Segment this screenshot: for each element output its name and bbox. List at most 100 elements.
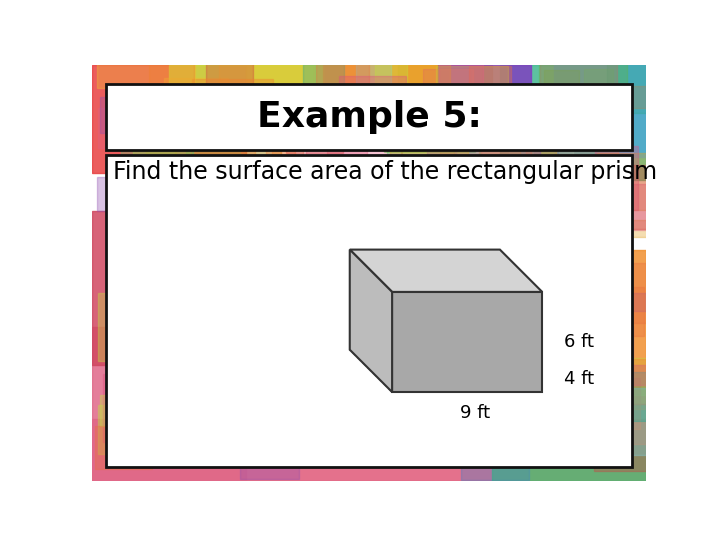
- Bar: [320, 338, 343, 360]
- Bar: [387, 394, 420, 438]
- Bar: [406, 241, 447, 305]
- Bar: [179, 251, 218, 281]
- Bar: [542, 409, 615, 441]
- Bar: [600, 249, 647, 403]
- Bar: [306, 137, 402, 166]
- Bar: [100, 97, 133, 133]
- Bar: [572, 354, 617, 399]
- Bar: [503, 225, 590, 262]
- Bar: [146, 118, 176, 176]
- Bar: [434, 327, 521, 390]
- Bar: [630, 388, 698, 455]
- Bar: [258, 337, 287, 375]
- Bar: [219, 33, 315, 94]
- Bar: [154, 424, 234, 460]
- Bar: [356, 225, 393, 259]
- Bar: [356, 48, 390, 99]
- Bar: [454, 172, 528, 195]
- Bar: [347, 235, 443, 291]
- Bar: [544, 372, 567, 415]
- Bar: [455, 177, 532, 211]
- Text: Find the surface area of the rectangular prism: Find the surface area of the rectangular…: [113, 160, 657, 184]
- Bar: [208, 239, 240, 282]
- Bar: [298, 164, 367, 220]
- Bar: [600, 379, 640, 429]
- Bar: [133, 114, 190, 168]
- Bar: [401, 105, 454, 172]
- Polygon shape: [350, 249, 542, 292]
- Bar: [270, 402, 307, 454]
- Bar: [533, 271, 621, 297]
- Bar: [451, 252, 535, 305]
- Bar: [426, 329, 516, 382]
- Bar: [478, 402, 552, 422]
- Bar: [439, 59, 483, 96]
- Bar: [392, 413, 473, 464]
- Bar: [368, 328, 391, 383]
- Bar: [231, 172, 262, 211]
- Bar: [191, 107, 281, 166]
- Bar: [488, 409, 575, 437]
- Bar: [415, 326, 454, 392]
- Bar: [496, 186, 555, 213]
- Bar: [239, 200, 334, 258]
- Bar: [164, 78, 228, 96]
- Bar: [161, 292, 189, 314]
- Bar: [559, 220, 649, 237]
- Bar: [367, 376, 444, 409]
- Text: 6 ft: 6 ft: [564, 333, 594, 351]
- Bar: [398, 330, 483, 346]
- Bar: [446, 352, 495, 396]
- Bar: [367, 255, 435, 275]
- Bar: [431, 240, 486, 286]
- Bar: [168, 65, 323, 126]
- Bar: [346, 269, 382, 328]
- Bar: [398, 34, 450, 86]
- Bar: [106, 84, 632, 150]
- Bar: [539, 58, 627, 85]
- Bar: [149, 58, 194, 86]
- Text: 9 ft: 9 ft: [460, 404, 490, 422]
- Bar: [92, 211, 138, 365]
- Bar: [100, 395, 132, 427]
- Bar: [150, 258, 225, 326]
- Bar: [596, 165, 675, 229]
- Bar: [595, 146, 639, 211]
- Bar: [440, 139, 520, 201]
- Bar: [207, 295, 278, 356]
- Bar: [124, 89, 158, 133]
- Bar: [625, 372, 686, 421]
- Bar: [299, 158, 347, 199]
- Bar: [427, 107, 455, 167]
- Bar: [544, 70, 579, 114]
- Bar: [97, 108, 192, 148]
- Bar: [241, 415, 335, 433]
- Bar: [280, 186, 365, 253]
- Bar: [98, 293, 125, 361]
- Bar: [232, 406, 285, 458]
- Bar: [607, 48, 675, 113]
- Bar: [357, 103, 405, 130]
- Bar: [538, 205, 583, 248]
- Bar: [228, 295, 315, 344]
- Bar: [287, 89, 346, 129]
- Bar: [470, 200, 562, 219]
- Bar: [341, 250, 372, 302]
- Bar: [413, 232, 507, 294]
- Bar: [526, 122, 618, 185]
- Bar: [96, 177, 132, 211]
- Bar: [426, 409, 480, 451]
- Bar: [166, 239, 223, 278]
- Bar: [339, 76, 406, 139]
- Bar: [360, 372, 451, 402]
- Bar: [431, 267, 515, 322]
- Bar: [269, 389, 311, 457]
- Bar: [526, 265, 590, 297]
- Bar: [354, 250, 441, 279]
- Bar: [510, 122, 573, 161]
- Bar: [226, 330, 320, 376]
- Bar: [153, 161, 248, 191]
- Bar: [160, 322, 212, 361]
- Bar: [500, 322, 549, 358]
- Bar: [95, 427, 151, 469]
